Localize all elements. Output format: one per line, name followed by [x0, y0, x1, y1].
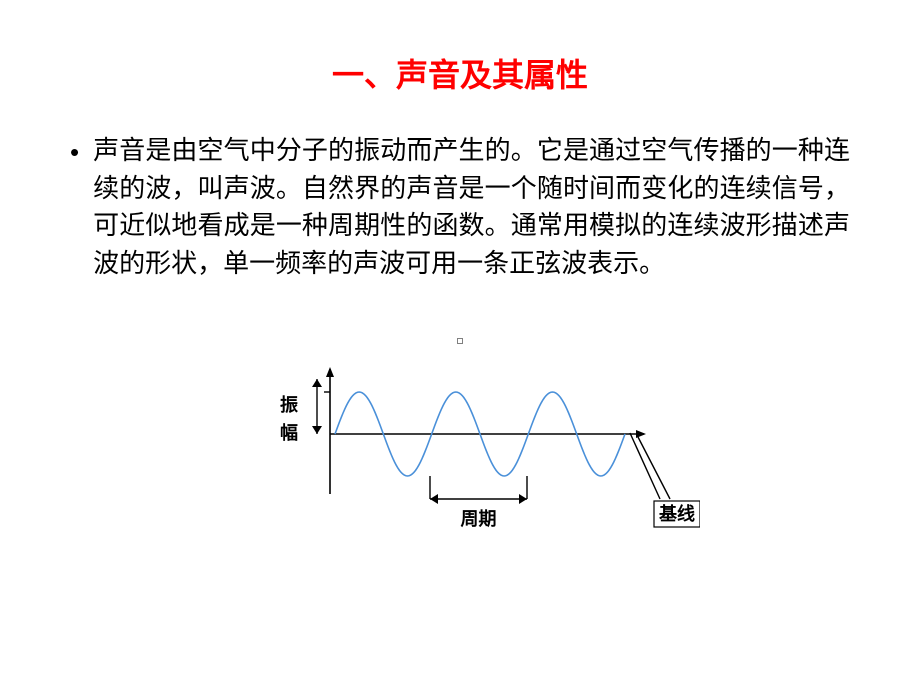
sine-wave-diagram: 振幅周期 基线 — [220, 349, 700, 564]
page-marker — [457, 338, 463, 344]
slide-title: 一、声音及其属性 — [70, 50, 850, 96]
svg-text:幅: 幅 — [280, 422, 298, 443]
slide-container: 一、声音及其属性 • 声音是由空气中分子的振动而产生的。它是通过空气传播的一种连… — [0, 0, 920, 690]
page-marker-icon — [457, 338, 463, 344]
svg-text:周期: 周期 — [461, 509, 497, 529]
svg-text:振: 振 — [280, 394, 298, 415]
body-paragraph: 声音是由空气中分子的振动而产生的。它是通过空气传播的一种连续的波，叫声波。自然界… — [93, 132, 850, 283]
wave-svg: 振幅周期 基线 — [220, 349, 700, 559]
diagram-container: 振幅周期 基线 — [70, 349, 850, 564]
svg-text:基线: 基线 — [658, 503, 695, 524]
bullet-marker: • — [70, 134, 79, 172]
body-row: • 声音是由空气中分子的振动而产生的。它是通过空气传播的一种连续的波，叫声波。自… — [70, 132, 850, 283]
